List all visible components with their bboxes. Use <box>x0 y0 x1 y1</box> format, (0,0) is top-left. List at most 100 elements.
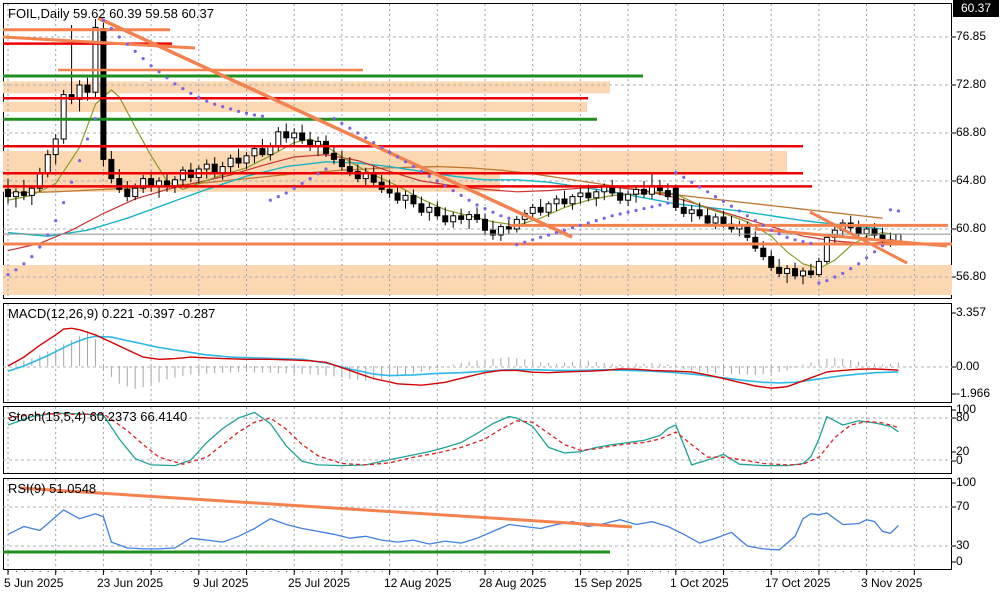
psar-dot <box>562 228 567 232</box>
bearish-candle <box>792 268 799 277</box>
psar-dot <box>539 235 543 239</box>
bullish-candle <box>92 26 99 93</box>
psar-dot <box>419 169 423 173</box>
bullish-candle <box>179 169 186 181</box>
psar-dot <box>22 262 26 266</box>
rsi-trendline[interactable] <box>19 486 633 529</box>
bullish-candle <box>863 228 870 235</box>
psar-dot <box>745 214 749 218</box>
bearish-candle <box>108 158 115 180</box>
trendline[interactable] <box>2 35 196 50</box>
bullish-candle <box>267 145 274 156</box>
psar-dot <box>570 226 575 230</box>
psar-dot <box>77 159 82 163</box>
psar-dot <box>459 193 463 197</box>
axis-label: 64.80 <box>956 173 987 187</box>
psar-dot <box>674 171 678 175</box>
psar-dot <box>54 219 58 223</box>
bearish-candle <box>338 158 345 168</box>
psar-dot <box>197 96 201 100</box>
psar-dot <box>833 275 837 279</box>
trendline[interactable] <box>97 16 573 239</box>
axis-label: 3.357 <box>956 305 987 319</box>
psar-dot <box>165 76 169 80</box>
current-price-badge: 60.37 <box>953 0 999 17</box>
psar-dot <box>578 223 583 227</box>
bearish-candle <box>394 192 401 201</box>
axis-label: 30 <box>956 538 970 552</box>
psar-dot <box>642 207 646 211</box>
psar-dot <box>260 114 264 118</box>
bullish-candle <box>529 206 536 214</box>
bearish-candle <box>84 84 91 93</box>
bullish-candle <box>593 191 600 199</box>
bearish-candle <box>418 203 425 213</box>
axis-label: 100 <box>956 402 977 416</box>
date-label: 3 Nov 2025 <box>861 576 923 590</box>
bearish-candle <box>482 218 488 231</box>
bullish-candle <box>227 157 234 168</box>
bearish-candle <box>776 266 783 274</box>
psar-dot <box>554 231 559 235</box>
date-label: 1 Oct 2025 <box>670 576 729 590</box>
psar-dot <box>276 195 280 199</box>
bearish-candle <box>855 227 862 235</box>
psar-dot <box>849 267 853 271</box>
supply-demand-zone <box>3 265 952 295</box>
bearish-candle <box>124 188 131 198</box>
bullish-candle <box>275 131 282 147</box>
bearish-candle <box>585 192 592 199</box>
psar-dot <box>785 235 789 239</box>
psar-dot <box>467 198 471 202</box>
bullish-candle <box>633 188 640 195</box>
psar-dot <box>857 262 861 266</box>
bullish-candle <box>712 216 719 224</box>
psar-dot <box>698 185 702 189</box>
bearish-candle <box>871 228 878 236</box>
bullish-candle <box>402 194 409 201</box>
psar-dot <box>769 228 773 232</box>
rsi-panel[interactable] <box>3 478 952 570</box>
bearish-candle <box>5 188 11 198</box>
bullish-candle <box>497 226 504 236</box>
psar-dot <box>85 137 90 141</box>
axis-label: 76.85 <box>956 29 987 43</box>
bearish-candle <box>744 224 751 238</box>
psar-dot <box>880 244 885 248</box>
psar-dot <box>650 205 654 209</box>
psar-dot <box>443 184 447 188</box>
indicator-line <box>7 335 899 384</box>
bullish-candle <box>140 178 147 189</box>
psar-dot <box>427 174 431 178</box>
axis-label: 0.00 <box>956 359 980 373</box>
bullish-candle <box>60 94 67 140</box>
psar-dot <box>395 155 400 159</box>
psar-dot <box>308 177 312 181</box>
psar-dot <box>244 111 249 115</box>
psar-dot <box>181 87 185 91</box>
psar-dot <box>46 233 50 237</box>
psar-dot <box>888 208 893 212</box>
trendline[interactable] <box>754 227 948 248</box>
bullish-candle <box>171 179 178 187</box>
psar-dot <box>547 233 551 237</box>
bearish-candle <box>259 148 266 156</box>
bullish-candle <box>28 187 35 196</box>
stochastic-panel[interactable] <box>3 406 952 474</box>
bearish-candle <box>704 215 711 224</box>
psar-dot <box>753 219 757 223</box>
bearish-candle <box>235 157 242 164</box>
date-label: 12 Aug 2025 <box>384 576 452 590</box>
psar-dot <box>6 273 10 277</box>
stoch-label: Stoch(15,5,4) 60.2373 66.4140 <box>8 409 188 424</box>
psar-dot <box>62 201 66 205</box>
date-label: 25 Jul 2025 <box>288 576 351 590</box>
macd-panel[interactable] <box>3 303 952 403</box>
bullish-candle <box>203 163 210 170</box>
psar-dot <box>721 199 726 203</box>
bullish-candle <box>12 191 19 198</box>
bearish-candle <box>617 192 624 201</box>
bullish-candle <box>577 192 584 198</box>
